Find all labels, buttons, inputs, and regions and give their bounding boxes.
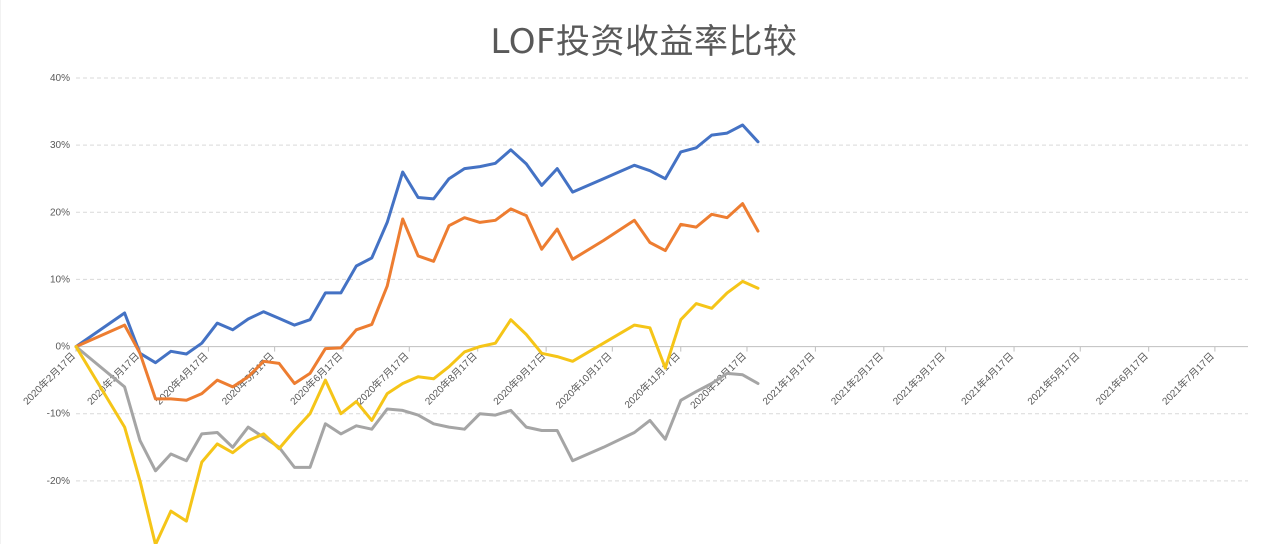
x-tick-label: 2021年7月17日 bbox=[1159, 350, 1217, 408]
series-line-4 bbox=[74, 279, 760, 544]
y-tick-label: 30% bbox=[50, 140, 70, 151]
x-tick-label: 2021年4月17日 bbox=[958, 350, 1016, 408]
x-tick-label: 2020年2月17日 bbox=[20, 350, 78, 408]
chart-area[interactable]: LOF投资收益率比较 40% 30% 20% 10% 0% -10% -20% 2020年2月… bbox=[8, 0, 1280, 544]
x-tick-label: 2020年9月17日 bbox=[490, 350, 548, 408]
x-tick-label: 2021年3月17日 bbox=[890, 350, 948, 408]
series-line-1 bbox=[74, 123, 760, 365]
x-tick-label: 2021年5月17日 bbox=[1024, 350, 1082, 408]
y-tick-label: 40% bbox=[50, 73, 70, 84]
x-tick-label: 2021年2月17日 bbox=[828, 350, 886, 408]
series-line-3 bbox=[74, 345, 760, 473]
x-tick-label: 2020年11月17日 bbox=[622, 350, 683, 411]
plot-area: 40%30%20%10%0%-10%-20%2020年2月17日 2020年3月1… bbox=[20, 73, 1248, 544]
y-tick-label: 10% bbox=[50, 274, 70, 285]
series-line-2 bbox=[74, 202, 760, 402]
x-tick-label: 2020年7月17日 bbox=[353, 350, 411, 408]
x-tick-label: 2021年6月17日 bbox=[1093, 350, 1151, 408]
x-tick-label: 2021年1月17日 bbox=[760, 350, 818, 408]
y-tick-label: -10% bbox=[47, 409, 70, 420]
y-tick-label: 0% bbox=[56, 342, 71, 353]
y-tick-label: 20% bbox=[50, 207, 70, 218]
y-tick-label: -20% bbox=[47, 476, 70, 487]
chart-title: LOF投资收益率比较 bbox=[490, 22, 798, 62]
